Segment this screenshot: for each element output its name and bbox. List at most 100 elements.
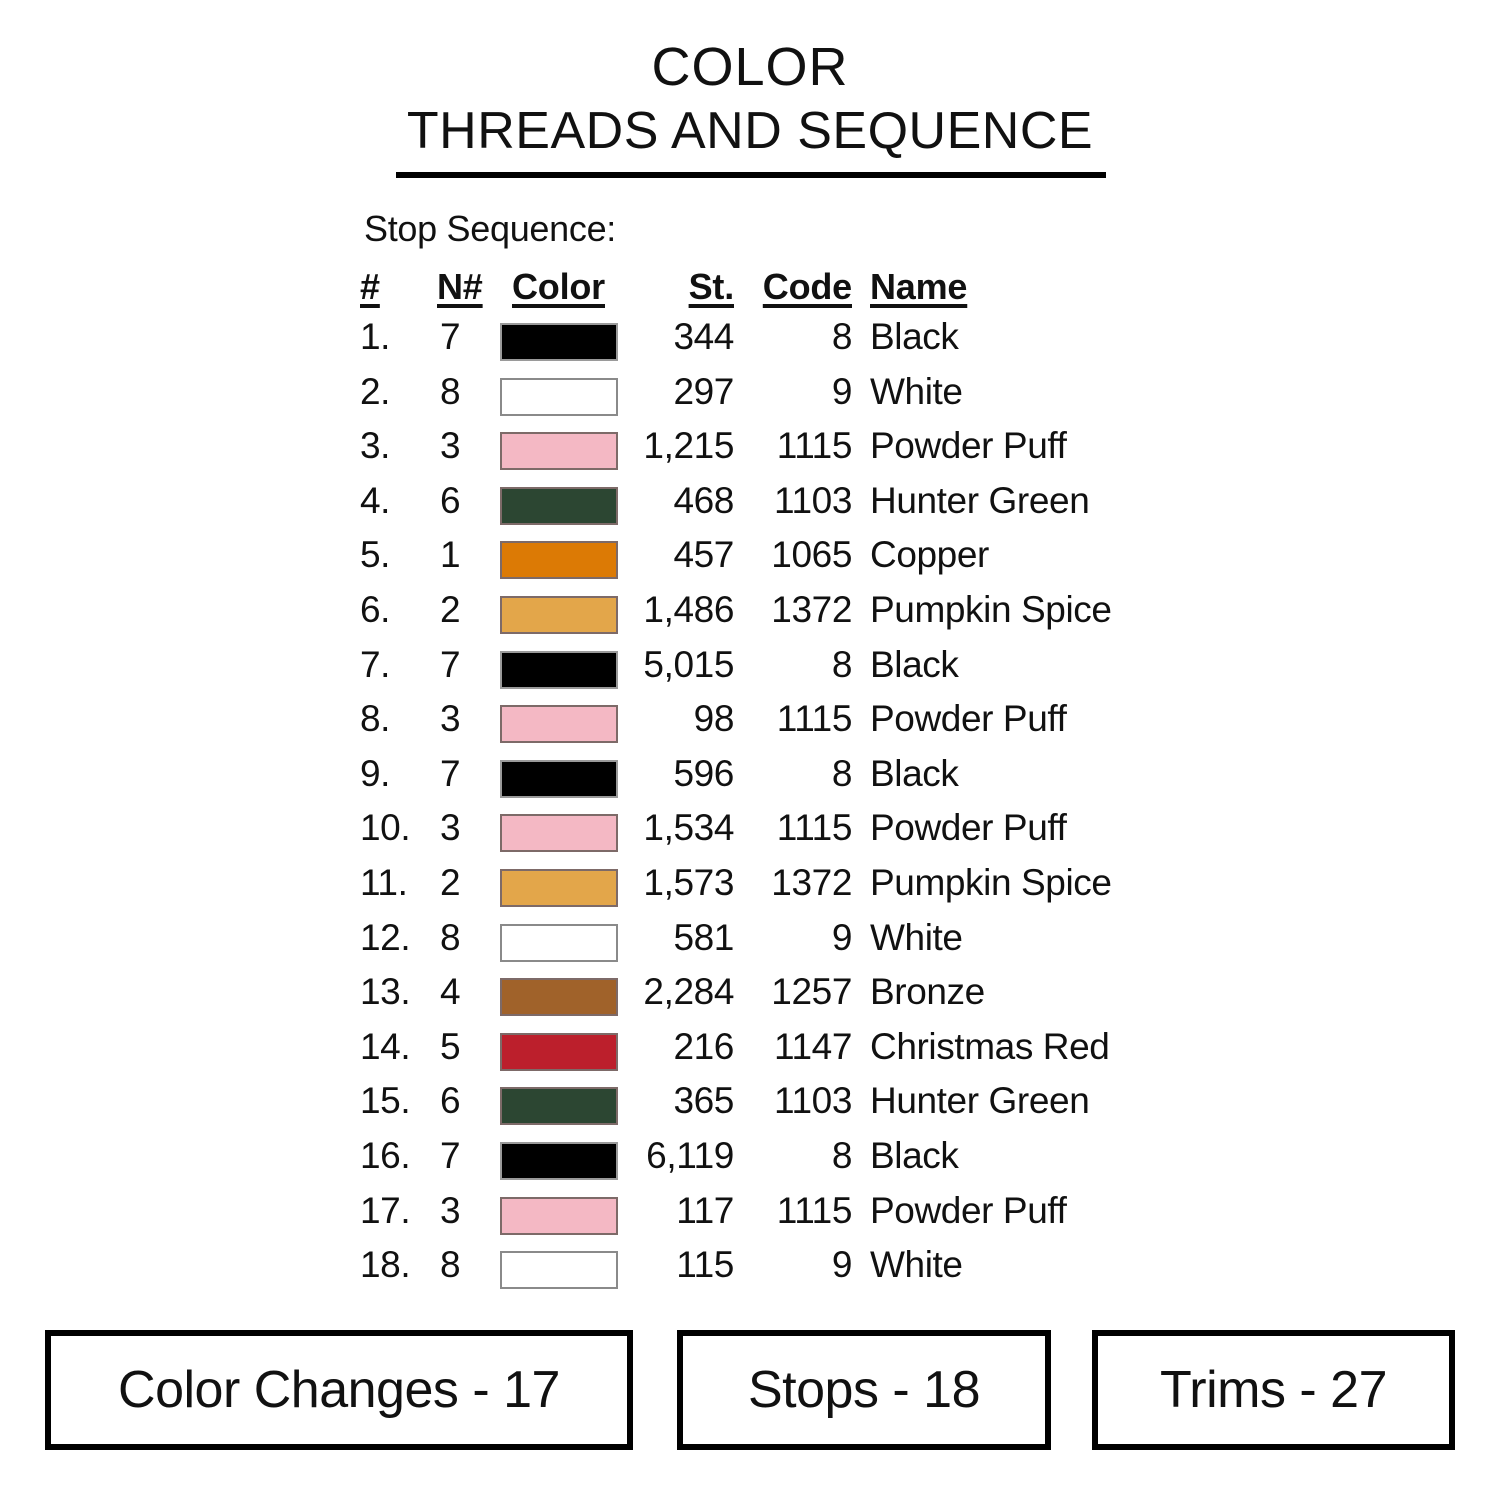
header-stitches: St. [688, 266, 735, 307]
table-header-row: # N# Color St. Code Name [0, 266, 1500, 316]
color-swatch [500, 1032, 618, 1071]
row-code: 9 [831, 1244, 853, 1286]
row-stitches: 6,119 [646, 1134, 734, 1176]
color-swatch [500, 650, 618, 689]
row-code: 1103 [774, 1080, 852, 1122]
row-name: Black [870, 1134, 959, 1176]
row-name: Powder Puff [870, 807, 1067, 849]
row-needle: 7 [440, 643, 461, 685]
color-swatch [500, 1087, 618, 1126]
title-divider [396, 172, 1106, 178]
row-name: Hunter Green [870, 479, 1090, 521]
row-needle: 7 [440, 1134, 461, 1176]
table-body: 1. 7 344 8 Black 2. 8 297 9 White 3. 3 1,215 1115 Powd… [0, 316, 1500, 1299]
table-row: 6. 2 1,486 1372 Pumpkin Spice [0, 589, 1500, 644]
row-needle: 7 [440, 752, 461, 794]
row-needle: 3 [440, 807, 461, 849]
row-stitches: 5,015 [643, 643, 734, 685]
color-changes-box: Color Changes - 17 [45, 1330, 633, 1450]
color-swatch [500, 814, 618, 853]
row-name: Black [870, 752, 959, 794]
header-index: # [360, 266, 380, 307]
row-needle: 4 [440, 971, 461, 1013]
row-index: 7. [360, 643, 391, 685]
page-title: COLOR [651, 37, 849, 97]
stop-sequence-label: Stop Sequence: [364, 208, 617, 249]
color-swatch [500, 377, 618, 416]
color-swatch [500, 541, 618, 580]
row-needle: 3 [440, 698, 461, 740]
row-name: White [870, 1244, 963, 1286]
row-index: 15. [360, 1080, 411, 1122]
table-row: 9. 7 596 8 Black [0, 753, 1500, 808]
color-swatch [500, 868, 618, 907]
row-name: Black [870, 316, 959, 357]
header-color: Color [512, 266, 605, 307]
color-swatch [500, 323, 618, 361]
table-row: 3. 3 1,215 1115 Powder Puff [0, 425, 1500, 480]
table-row: 17. 3 117 1115 Powder Puff [0, 1190, 1500, 1245]
row-index: 11. [360, 861, 408, 903]
table-row: 13. 4 2,284 1257 Bronze [0, 971, 1500, 1026]
color-swatch [500, 759, 618, 798]
row-needle: 6 [440, 1080, 461, 1122]
row-index: 12. [360, 916, 411, 958]
row-name: Bronze [870, 971, 985, 1013]
row-stitches: 297 [673, 370, 734, 412]
row-stitches: 581 [673, 916, 734, 958]
row-stitches: 216 [673, 1025, 734, 1067]
row-stitches: 468 [673, 479, 734, 521]
row-index: 4. [360, 479, 391, 521]
table-row: 1. 7 344 8 Black [0, 316, 1500, 371]
color-swatch [500, 1251, 618, 1290]
header-name: Name [870, 266, 968, 307]
row-needle: 3 [440, 1189, 461, 1231]
row-stitches: 117 [676, 1189, 734, 1231]
row-name: Christmas Red [870, 1025, 1110, 1067]
row-code: 1147 [774, 1025, 852, 1067]
table-row: 14. 5 216 1147 Christmas Red [0, 1026, 1500, 1081]
row-name: Powder Puff [870, 698, 1067, 740]
table-row: 4. 6 468 1103 Hunter Green [0, 480, 1500, 535]
row-stitches: 2,284 [643, 971, 734, 1013]
row-code: 8 [831, 752, 853, 794]
row-name: White [870, 370, 963, 412]
page-subtitle: THREADS AND SEQUENCE [406, 102, 1094, 160]
row-needle: 8 [440, 916, 461, 958]
color-changes-label: Color Changes - 17 [118, 1361, 560, 1419]
color-swatch [500, 1141, 618, 1180]
row-index: 17. [360, 1189, 411, 1231]
table-row: 15. 6 365 1103 Hunter Green [0, 1080, 1500, 1135]
row-stitches: 1,573 [643, 861, 734, 903]
row-name: Pumpkin Spice [870, 588, 1112, 630]
row-needle: 6 [440, 479, 461, 521]
row-needle: 1 [440, 534, 461, 576]
row-index: 18. [360, 1244, 411, 1286]
row-code: 1065 [771, 534, 852, 576]
row-stitches: 1,215 [643, 425, 734, 467]
row-stitches: 115 [676, 1244, 734, 1286]
table-row: 18. 8 115 9 White [0, 1244, 1500, 1299]
row-name: White [870, 916, 963, 958]
row-index: 13. [360, 971, 411, 1013]
summary-bar: Color Changes - 17 Stops - 18 Trims - 27 [0, 1330, 1500, 1454]
row-stitches: 344 [673, 316, 734, 357]
row-code: 1115 [776, 1189, 853, 1231]
row-index: 14. [360, 1025, 411, 1067]
header-needle: N# [437, 266, 483, 307]
row-index: 2. [360, 370, 391, 412]
row-needle: 8 [440, 370, 461, 412]
row-code: 8 [831, 643, 853, 685]
row-code: 1372 [771, 588, 852, 630]
thread-sequence-table: # N# Color St. Code Name 1. 7 344 8 Black 2. 8… [0, 266, 1500, 1299]
row-code: 1103 [774, 479, 852, 521]
row-index: 3. [360, 425, 391, 467]
table-row: 8. 3 98 1115 Powder Puff [0, 698, 1500, 753]
stops-label: Stops - 18 [747, 1361, 981, 1419]
color-swatch [500, 1196, 618, 1235]
trims-label: Trims - 27 [1159, 1361, 1388, 1419]
row-index: 9. [360, 752, 391, 794]
row-code: 1115 [776, 698, 853, 740]
row-needle: 2 [440, 588, 461, 630]
color-swatch [500, 705, 618, 744]
